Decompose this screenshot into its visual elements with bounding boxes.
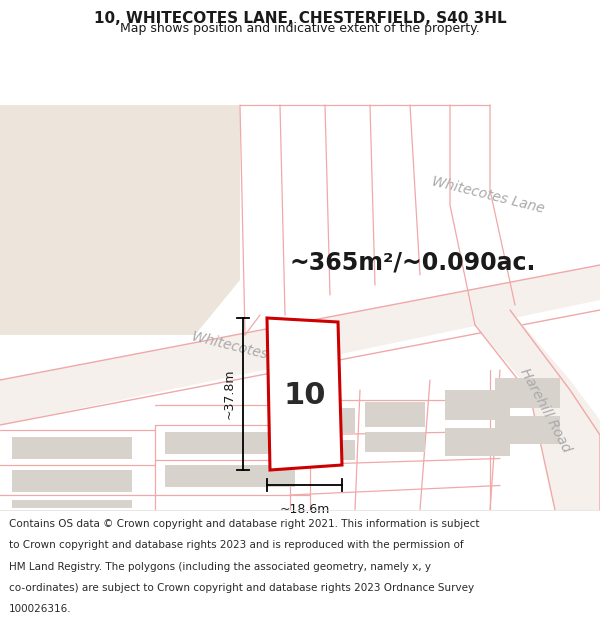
Polygon shape: [475, 310, 600, 510]
Text: to Crown copyright and database rights 2023 and is reproduced with the permissio: to Crown copyright and database rights 2…: [9, 541, 464, 551]
Polygon shape: [445, 390, 510, 420]
Text: 10, WHITECOTES LANE, CHESTERFIELD, S40 3HL: 10, WHITECOTES LANE, CHESTERFIELD, S40 3…: [94, 11, 506, 26]
Polygon shape: [267, 318, 342, 470]
Text: HM Land Registry. The polygons (including the associated geometry, namely x, y: HM Land Registry. The polygons (includin…: [9, 562, 431, 572]
Polygon shape: [165, 465, 295, 487]
Text: ~37.8m: ~37.8m: [223, 369, 235, 419]
Text: 100026316.: 100026316.: [9, 604, 71, 614]
Text: ~18.6m: ~18.6m: [280, 503, 329, 516]
Polygon shape: [0, 105, 240, 335]
Polygon shape: [495, 416, 560, 444]
Polygon shape: [295, 408, 355, 433]
Polygon shape: [0, 265, 600, 425]
Polygon shape: [365, 432, 425, 452]
Polygon shape: [445, 428, 510, 456]
Polygon shape: [165, 432, 295, 454]
Polygon shape: [365, 402, 425, 427]
Text: Whitecotes Lane: Whitecotes Lane: [190, 329, 305, 371]
Text: co-ordinates) are subject to Crown copyright and database rights 2023 Ordnance S: co-ordinates) are subject to Crown copyr…: [9, 583, 474, 593]
Polygon shape: [12, 470, 132, 492]
Text: Map shows position and indicative extent of the property.: Map shows position and indicative extent…: [120, 22, 480, 35]
Text: Whitecotes Lane: Whitecotes Lane: [430, 174, 545, 216]
Polygon shape: [12, 437, 132, 459]
Polygon shape: [495, 378, 560, 408]
Text: 10: 10: [284, 381, 326, 409]
Text: ~365m²/~0.090ac.: ~365m²/~0.090ac.: [290, 251, 536, 275]
Text: Harehill Road: Harehill Road: [517, 366, 573, 454]
Text: Contains OS data © Crown copyright and database right 2021. This information is : Contains OS data © Crown copyright and d…: [9, 519, 479, 529]
Polygon shape: [295, 440, 355, 460]
Polygon shape: [12, 500, 132, 508]
